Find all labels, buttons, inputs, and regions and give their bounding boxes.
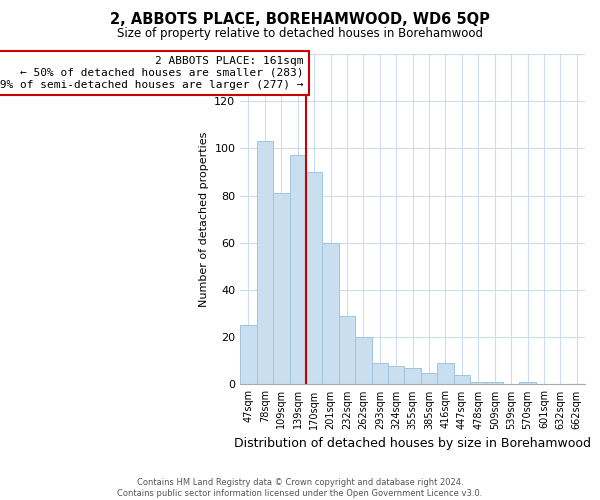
Bar <box>454 375 470 384</box>
Bar <box>273 194 290 384</box>
Bar <box>388 366 404 384</box>
X-axis label: Distribution of detached houses by size in Borehamwood: Distribution of detached houses by size … <box>234 437 591 450</box>
Bar <box>339 316 355 384</box>
Text: 2, ABBOTS PLACE, BOREHAMWOOD, WD6 5QP: 2, ABBOTS PLACE, BOREHAMWOOD, WD6 5QP <box>110 12 490 28</box>
Bar <box>437 363 454 384</box>
Bar <box>322 243 339 384</box>
Bar <box>257 142 273 384</box>
Y-axis label: Number of detached properties: Number of detached properties <box>199 132 209 307</box>
Bar <box>470 382 487 384</box>
Bar <box>355 337 371 384</box>
Bar <box>240 326 257 384</box>
Text: Size of property relative to detached houses in Borehamwood: Size of property relative to detached ho… <box>117 28 483 40</box>
Bar <box>421 372 437 384</box>
Bar <box>306 172 322 384</box>
Bar <box>520 382 536 384</box>
Text: 2 ABBOTS PLACE: 161sqm
← 50% of detached houses are smaller (283)
49% of semi-de: 2 ABBOTS PLACE: 161sqm ← 50% of detached… <box>0 56 304 90</box>
Bar <box>290 156 306 384</box>
Text: Contains HM Land Registry data © Crown copyright and database right 2024.
Contai: Contains HM Land Registry data © Crown c… <box>118 478 482 498</box>
Bar <box>487 382 503 384</box>
Bar <box>404 368 421 384</box>
Bar <box>371 363 388 384</box>
